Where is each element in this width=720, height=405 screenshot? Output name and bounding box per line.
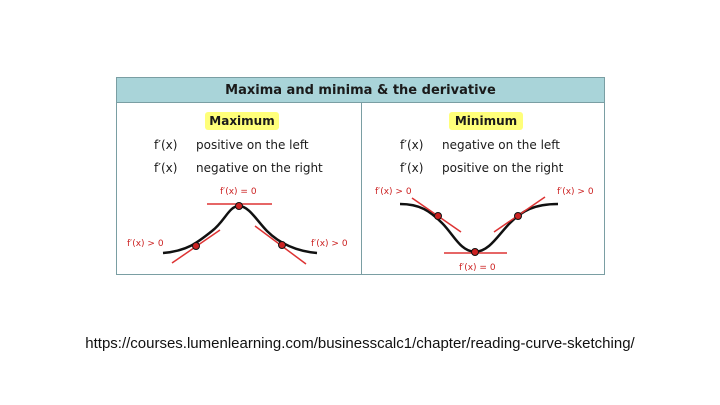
statement-text: negative on the right [196, 161, 323, 175]
panel-divider [361, 103, 362, 275]
minimum-annotation-right: f′(x) > 0 [557, 187, 594, 197]
minimum-annotation-bottom: f′(x) = 0 [459, 263, 496, 273]
derivative-symbol: f′(x) [400, 138, 424, 152]
derivative-symbol: f′(x) [154, 138, 178, 152]
maximum-statement-left: f′(x) positive on the left [154, 138, 309, 152]
minimum-statement-left: f′(x) negative on the left [400, 138, 560, 152]
minimum-curve-plot: f′(x) > 0 f′(x) > 0 f′(x) = 0 [375, 187, 594, 273]
maximum-point-right [278, 241, 286, 249]
minimum-curve [399, 202, 559, 254]
minimum-annotation-left: f′(x) > 0 [375, 187, 412, 197]
maximum-point-top [235, 202, 243, 210]
derivative-symbol: f′(x) [154, 161, 178, 175]
maximum-annotation-top: f′(x) = 0 [220, 187, 257, 197]
maximum-statement-right: f′(x) negative on the right [154, 161, 323, 175]
maximum-annotation-left: f′(x) > 0 [127, 239, 164, 249]
maximum-curve [162, 204, 318, 255]
figure-title: Maxima and minima & the derivative [117, 78, 604, 103]
minimum-point-right [514, 212, 522, 220]
minimum-label: Minimum [449, 112, 523, 130]
minimum-statement-right: f′(x) positive on the right [400, 161, 563, 175]
minimum-point-bottom [471, 248, 479, 256]
derivative-symbol: f′(x) [400, 161, 424, 175]
figure: Maxima and minima & the derivative Maxim… [116, 77, 605, 275]
statement-text: positive on the left [196, 138, 309, 152]
maximum-annotation-right: f′(x) > 0 [311, 239, 348, 249]
maximum-curve-plot: f′(x) = 0 f′(x) > 0 f′(x) > 0 [127, 187, 348, 265]
maximum-point-left [192, 242, 200, 250]
statement-text: negative on the left [442, 138, 561, 152]
statement-text: positive on the right [442, 161, 564, 175]
maximum-panel: Maximum f′(x) positive on the left f′(x) n… [117, 103, 361, 275]
maximum-label: Maximum [205, 112, 279, 130]
source-url: https://courses.lumenlearning.com/busine… [85, 335, 635, 352]
minimum-point-left [434, 212, 442, 220]
minimum-panel: Minimum f′(x) negative on the left f′(x) p… [362, 103, 606, 275]
